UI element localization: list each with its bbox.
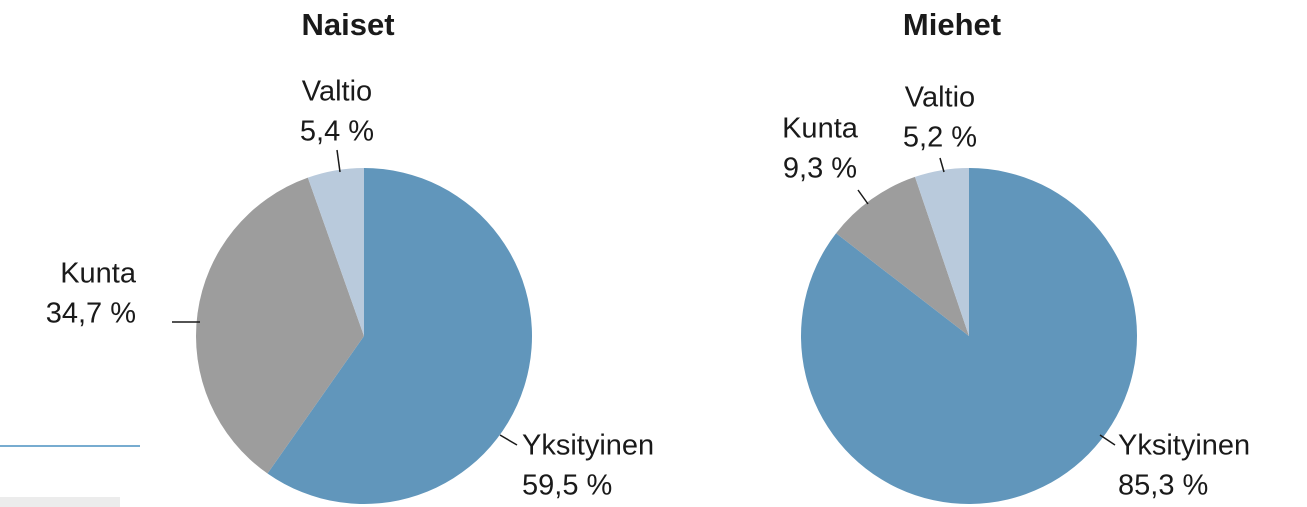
leader-line xyxy=(336,149,341,173)
leader-line xyxy=(499,434,518,446)
footer-box xyxy=(0,497,120,507)
slice-label: Yksityinen xyxy=(1118,430,1250,462)
slice-value-label: 59,5 % xyxy=(522,470,612,502)
slice-label: Kunta xyxy=(782,113,859,145)
leader-line xyxy=(1099,434,1116,446)
slice-label: Valtio xyxy=(302,76,372,108)
slice-value-label: 9,3 % xyxy=(783,153,857,185)
chart-title: Miehet xyxy=(903,7,1001,42)
pie-slice xyxy=(196,177,364,474)
pie-slice xyxy=(307,168,364,336)
leader-line xyxy=(939,157,945,173)
pie-slice xyxy=(267,168,532,504)
slice-value-label: 5,2 % xyxy=(903,122,977,154)
chart-title: Naiset xyxy=(301,7,394,42)
pie-slice xyxy=(914,168,969,336)
leader-line xyxy=(857,189,869,205)
slice-value-label: 85,3 % xyxy=(1118,470,1208,502)
slice-label: Kunta xyxy=(60,258,137,290)
slice-value-label: 34,7 % xyxy=(46,298,136,330)
slice-label: Valtio xyxy=(905,82,975,114)
slice-label: Yksityinen xyxy=(522,430,654,462)
slice-value-label: 5,4 % xyxy=(300,116,374,148)
pie-slice xyxy=(836,176,969,336)
